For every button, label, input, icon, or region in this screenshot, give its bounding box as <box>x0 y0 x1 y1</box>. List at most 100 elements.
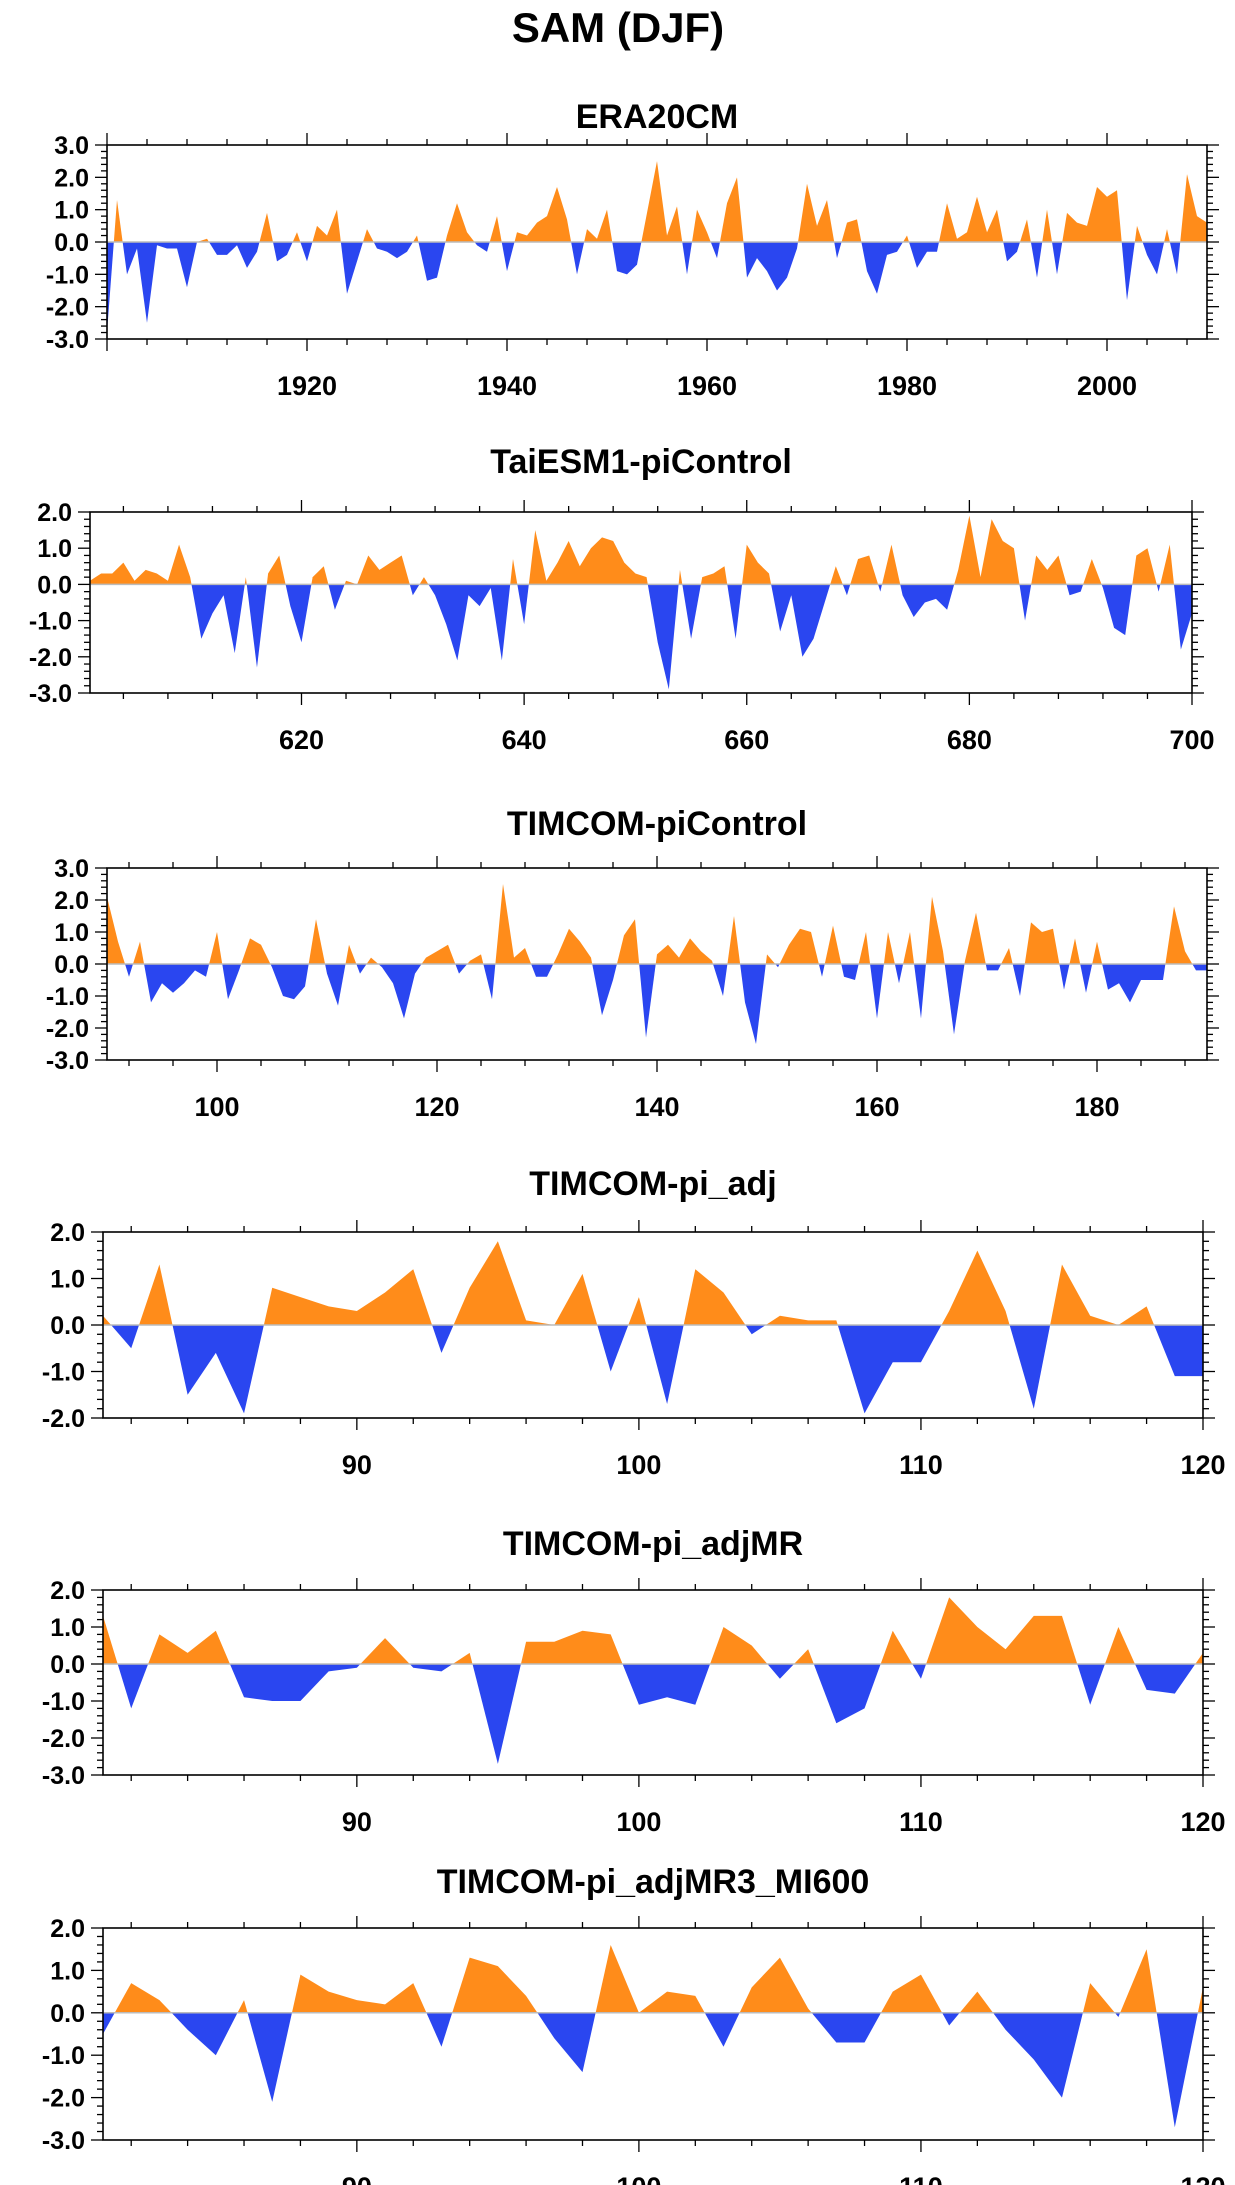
positive-area <box>363 229 374 242</box>
negative-area <box>229 1664 361 1701</box>
positive-area <box>719 177 744 242</box>
chart-panel: TIMCOM-pi_adj -2.0 -1.0 0.0 1.0 2.0 90 100 110 12… <box>42 1165 1226 1480</box>
negative-area <box>767 1664 795 1679</box>
negative-area <box>378 964 422 1019</box>
negative-area <box>1192 964 1207 971</box>
positive-area <box>1165 906 1193 964</box>
positive-area <box>520 1630 623 1664</box>
positive-area <box>882 544 901 585</box>
positive-area <box>925 896 945 964</box>
positive-area <box>107 896 125 964</box>
y-tick-label: 1.0 <box>50 1266 85 1294</box>
x-tick-label: 120 <box>414 1092 459 1122</box>
y-tick-label: 3.0 <box>54 132 89 160</box>
negative-area <box>122 242 197 323</box>
negative-area <box>1173 584 1192 650</box>
positive-area <box>139 1264 173 1325</box>
negative-area <box>426 2012 453 2047</box>
negative-area <box>209 242 260 268</box>
negative-area <box>993 2012 1083 2098</box>
positive-area <box>90 544 192 585</box>
y-tick-label: -1.0 <box>42 2042 85 2070</box>
positive-area <box>148 1630 230 1664</box>
negative-area <box>111 1325 140 1349</box>
y-tick-label: -1.0 <box>42 1688 85 1716</box>
positive-area <box>678 569 683 585</box>
x-tick-label: 100 <box>616 2172 661 2185</box>
negative-area <box>842 584 851 596</box>
x-tick-label: 90 <box>342 1450 372 1480</box>
x-tick-label: 640 <box>502 725 547 755</box>
negative-area <box>428 584 511 661</box>
positive-area <box>1050 1264 1119 1325</box>
y-tick-label: -2.0 <box>46 1015 89 1043</box>
positive-area <box>244 577 247 585</box>
negative-area <box>900 584 955 617</box>
positive-area <box>765 1315 838 1325</box>
y-tick-label: 2.0 <box>50 1915 85 1943</box>
positive-area <box>452 1652 473 1664</box>
negative-area <box>501 242 515 272</box>
negative-area <box>356 964 367 974</box>
x-tick-label: 160 <box>854 1092 899 1122</box>
negative-area <box>743 242 798 291</box>
positive-area <box>954 515 1020 585</box>
positive-area <box>360 1638 410 1664</box>
negative-area <box>1101 584 1133 636</box>
positive-area <box>514 187 572 242</box>
plot-frame <box>89 511 1193 694</box>
positive-area <box>419 577 429 585</box>
x-tick-label: 110 <box>899 2172 943 2185</box>
negative-area <box>472 1664 521 1764</box>
negative-area <box>1003 242 1020 262</box>
negative-area <box>841 964 859 980</box>
positive-area <box>1118 1306 1155 1325</box>
positive-area <box>1104 1627 1135 1664</box>
positive-area <box>880 1630 913 1664</box>
negative-area <box>870 964 884 1019</box>
positive-area <box>1180 174 1207 242</box>
x-tick-label: 90 <box>342 2172 372 2185</box>
negative-area <box>682 242 692 275</box>
negative-area <box>222 964 242 1000</box>
negative-area <box>103 2012 115 2034</box>
negative-area <box>373 242 413 259</box>
positive-area <box>495 884 532 964</box>
positive-area <box>1062 187 1122 242</box>
positive-area <box>1134 225 1143 242</box>
positive-area <box>616 919 640 964</box>
positive-area <box>263 1269 433 1325</box>
positive-area <box>114 1983 172 2013</box>
positive-area <box>1069 938 1081 964</box>
negative-area <box>745 1325 766 1335</box>
y-tick-label: 0.0 <box>50 1651 85 1679</box>
negative-area <box>837 1325 942 1414</box>
positive-area <box>1164 229 1170 242</box>
positive-area <box>554 1273 598 1325</box>
positive-area <box>291 1974 427 2013</box>
x-tick-label: 2000 <box>1077 371 1137 401</box>
negative-area <box>818 964 825 977</box>
negative-area <box>878 584 883 592</box>
negative-area <box>942 2012 960 2026</box>
positive-area <box>858 932 871 964</box>
negative-area <box>909 242 939 268</box>
negative-area <box>811 2012 881 2043</box>
y-tick-label: 2.0 <box>50 1577 85 1605</box>
chart-panel: TIMCOM-pi_adjMR -3.0 -2.0 -1.0 0.0 1.0 2.0 90 10… <box>42 1525 1226 1837</box>
positive-area <box>241 938 271 964</box>
y-tick-label: 0.0 <box>54 951 89 979</box>
x-tick-label: 620 <box>279 725 324 755</box>
positive-area <box>467 954 484 964</box>
negative-area <box>1154 1325 1203 1377</box>
panel-title: TIMCOM-pi_adjMR3_MI600 <box>437 1863 870 1901</box>
positive-area <box>1120 1949 1157 2013</box>
positive-area <box>237 2000 248 2013</box>
negative-area <box>985 964 1002 971</box>
negative-area <box>107 242 114 333</box>
positive-area <box>700 566 728 585</box>
positive-area <box>765 954 776 964</box>
negative-area <box>647 584 679 690</box>
x-tick-label: 120 <box>1180 1807 1225 1837</box>
chart-panels: ERA20CM -3.0 -2.0 -1.0 0.0 1.0 2.0 3.0 1920 1940 1… <box>29 98 1226 2185</box>
